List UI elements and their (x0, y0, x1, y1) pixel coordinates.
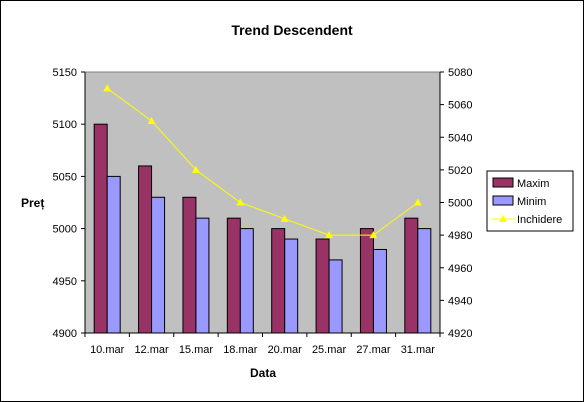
x-tick-label-1: 12.mar (134, 344, 169, 356)
marker-inchidere-5 (325, 231, 334, 239)
y2-tick-label-7: 5060 (448, 100, 472, 112)
y-tick-label-2: 5000 (53, 224, 77, 236)
y2-tick-label-2: 4960 (448, 263, 472, 275)
axes-group: 4900 4950 5000 5050 5100 5150 4920 4940 4960 4980… (53, 67, 473, 356)
y2-tick-label-1: 4940 (448, 295, 472, 307)
marker-inchidere-2 (191, 165, 200, 173)
y-tick-label-1: 4950 (53, 276, 77, 288)
bar-maxim-6 (359, 228, 374, 334)
bar-minim-4 (284, 238, 299, 334)
line-inchidere (106, 87, 419, 236)
y2-tick-label-0: 4920 (448, 328, 472, 340)
y2-tick-label-5: 5020 (448, 165, 472, 177)
bar-minim-5 (328, 259, 343, 334)
y-tick-label-5: 5150 (53, 67, 77, 79)
y-tick-label-3: 5050 (53, 171, 77, 183)
y-axis-title: Preț (21, 196, 44, 210)
y2-tick-label-4: 5000 (448, 198, 472, 210)
y2-tick-label-6: 5040 (448, 132, 472, 144)
marker-inchidere-3 (236, 198, 245, 206)
marker-inchidere-0 (103, 84, 112, 92)
y2-tick-label-3: 4980 (448, 230, 472, 242)
legend-swatch-minim (492, 195, 514, 206)
bar-minim-0 (106, 175, 121, 334)
x-tick-label-0: 10.mar (90, 344, 125, 356)
bar-maxim-5 (315, 238, 330, 334)
bar-minim-1 (151, 196, 166, 334)
chart-title: Trend Descendent (231, 22, 353, 38)
bar-maxim-2 (182, 196, 197, 334)
legend: Maxim Minim Inchidere (486, 170, 574, 232)
x-tick-label-7: 31.mar (401, 344, 436, 356)
bar-minim-7 (417, 228, 432, 334)
bar-minim-6 (372, 248, 387, 334)
y-tick-label-4: 5100 (53, 119, 77, 131)
marker-inchidere-1 (147, 116, 156, 124)
x-tick-label-2: 15.mar (179, 344, 214, 356)
bars-group (93, 123, 432, 334)
marker-inchidere-6 (369, 231, 378, 239)
bar-maxim-3 (226, 217, 241, 334)
y-tick-label-0: 4900 (53, 328, 77, 340)
marker-inchidere-4 (280, 214, 289, 222)
bar-maxim-0 (93, 123, 108, 334)
bar-maxim-7 (404, 217, 419, 334)
bar-minim-2 (195, 217, 210, 334)
x-tick-label-6: 27.mar (356, 344, 391, 356)
line-group (103, 84, 422, 239)
legend-label-inchidere: Inchidere (517, 214, 562, 226)
legend-label-maxim: Maxim (517, 178, 549, 190)
legend-label-minim: Minim (517, 196, 546, 208)
bar-minim-3 (239, 228, 254, 334)
x-tick-label-3: 18.mar (223, 344, 258, 356)
x-axis-title: Data (250, 366, 276, 380)
y2-tick-label-8: 5080 (448, 67, 472, 79)
bar-maxim-1 (138, 165, 153, 334)
legend-swatch-maxim (492, 177, 514, 188)
legend-marker-inchidere (499, 215, 507, 222)
marker-inchidere-7 (413, 198, 422, 206)
bar-maxim-4 (271, 228, 286, 334)
x-tick-label-4: 20.mar (268, 344, 303, 356)
x-tick-label-5: 25.mar (312, 344, 347, 356)
